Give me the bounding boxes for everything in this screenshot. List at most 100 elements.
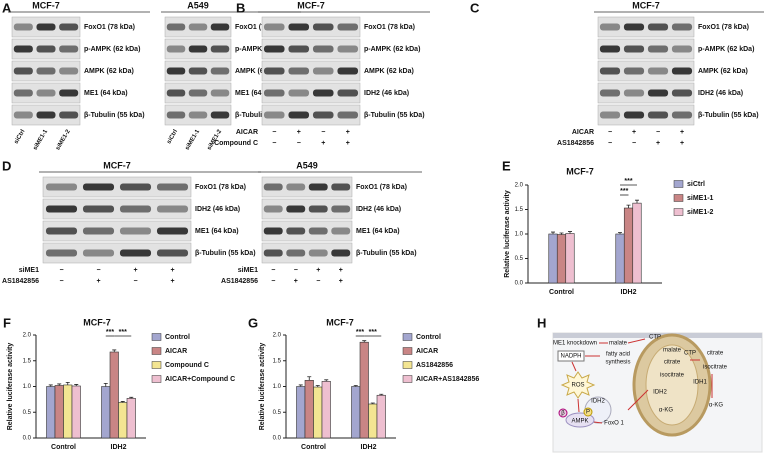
blot-band <box>263 23 285 31</box>
blot-band <box>312 111 334 119</box>
blot-strip <box>261 176 353 198</box>
mitochondrion-inner <box>645 344 699 426</box>
diagram-text: FoxO 1 <box>604 421 624 427</box>
blot-band <box>188 45 208 53</box>
blot-band <box>623 111 645 119</box>
error-bar <box>559 232 564 235</box>
y-tick-label: 2.0 <box>273 333 282 339</box>
row-label: FoxO1 (78 kDa) <box>698 24 749 31</box>
legend-label: AICAR <box>165 348 187 355</box>
blot-band <box>263 183 283 191</box>
row-label: AMPK (62 kDa) <box>235 68 285 75</box>
chart-title: MCF-7 <box>83 317 111 327</box>
blot-band <box>82 183 115 191</box>
blot-band <box>45 227 78 235</box>
error-bar <box>57 383 62 386</box>
blot-title: MCF-7 <box>632 0 660 10</box>
blot-title: MCF-7 <box>103 160 131 170</box>
blot-band <box>312 89 334 97</box>
lane-label: siME1-1 <box>33 128 50 151</box>
blot-band <box>59 89 79 97</box>
blot-band <box>36 23 56 31</box>
nadph-box <box>557 350 585 362</box>
bar <box>118 402 128 439</box>
diagram-text: CTP <box>649 335 661 341</box>
blot-band <box>671 23 693 31</box>
blot-band <box>166 23 186 31</box>
sig-label: *** <box>624 178 632 185</box>
y-tick-label: 0.0 <box>515 281 524 287</box>
legend-swatch <box>673 208 684 216</box>
y-tick-label: 2.0 <box>515 183 524 189</box>
error-bar <box>74 384 79 386</box>
row-label: FoxO1 (78 kDa) <box>364 24 415 31</box>
row-label: FoxO1 (78 kDa) <box>356 184 407 191</box>
legend-label: AICAR+Compound C <box>165 376 235 383</box>
blot-band <box>647 89 669 97</box>
y-tick-label: 0.0 <box>273 436 282 442</box>
error-bar <box>65 381 70 385</box>
diagram-text: NADPH <box>560 354 581 360</box>
blot-band <box>210 89 230 97</box>
panel-letter: C <box>470 0 480 15</box>
y-tick-label: 1.0 <box>23 384 32 390</box>
error-bar <box>103 383 108 387</box>
panel-letter: H <box>537 315 546 330</box>
treatment-sign: + <box>656 140 660 147</box>
blot-band <box>312 23 334 31</box>
diagram-text: ME1 knockdown <box>553 341 597 347</box>
treatment-sign: + <box>96 278 100 285</box>
blot-band <box>312 67 334 75</box>
blot-strip <box>42 242 192 264</box>
sig-label: *** <box>119 329 127 336</box>
arrow <box>577 398 580 413</box>
y-tick-label: 0.0 <box>23 436 32 442</box>
blot-band <box>82 227 115 235</box>
blot-band <box>599 67 621 75</box>
diagram-text: IDH2 <box>591 399 605 405</box>
bar <box>101 386 111 439</box>
row-label: β-Tubulin (55 kDa) <box>698 112 759 119</box>
y-axis-label: Relative luciferase activity <box>504 190 511 278</box>
legend-swatch <box>151 375 162 383</box>
blot-strip <box>11 82 81 104</box>
arrow <box>627 389 649 411</box>
blot-strip <box>261 242 353 264</box>
blot-strip <box>164 104 232 126</box>
row-label: IDH2 (46 kDa) <box>356 206 401 213</box>
diagram-text: α-KG <box>659 408 673 414</box>
legend-label: AICAR <box>416 348 438 355</box>
treatment-sign: − <box>321 129 325 136</box>
lane-label: siCtrl <box>166 129 179 146</box>
blot-band <box>36 89 56 97</box>
row-label: p-AMPK (62 kDa) <box>364 46 420 53</box>
treatment-label: Compound C <box>214 140 258 147</box>
x-tick-label: IDH2 <box>111 444 127 451</box>
x-tick-label: Control <box>51 444 76 451</box>
blot-band <box>188 111 208 119</box>
x-tick-label: IDH2 <box>361 444 377 451</box>
treatment-sign: − <box>59 267 63 274</box>
blot-band <box>599 89 621 97</box>
blot-band <box>59 67 79 75</box>
bar <box>109 351 119 439</box>
blot-band <box>119 227 152 235</box>
error-bar <box>626 204 631 209</box>
blot-band <box>156 205 189 213</box>
treatment-sign: − <box>133 278 137 285</box>
chart-title: MCF-7 <box>566 166 594 176</box>
diagram-text: CTP <box>684 351 696 357</box>
treatment-sign: − <box>608 129 612 136</box>
bar <box>351 386 361 439</box>
error-bar <box>568 231 572 234</box>
phospho <box>583 407 593 417</box>
treatment-label: AICAR <box>236 129 258 136</box>
blot-strip <box>597 104 695 126</box>
treatment-label: siME1 <box>238 267 258 274</box>
blot-band <box>263 111 285 119</box>
y-tick-label: 1.5 <box>23 358 32 364</box>
blot-band <box>286 227 306 235</box>
blot-band <box>331 227 351 235</box>
blot-strip <box>597 38 695 60</box>
diagram-text: AMPK <box>571 419 588 425</box>
